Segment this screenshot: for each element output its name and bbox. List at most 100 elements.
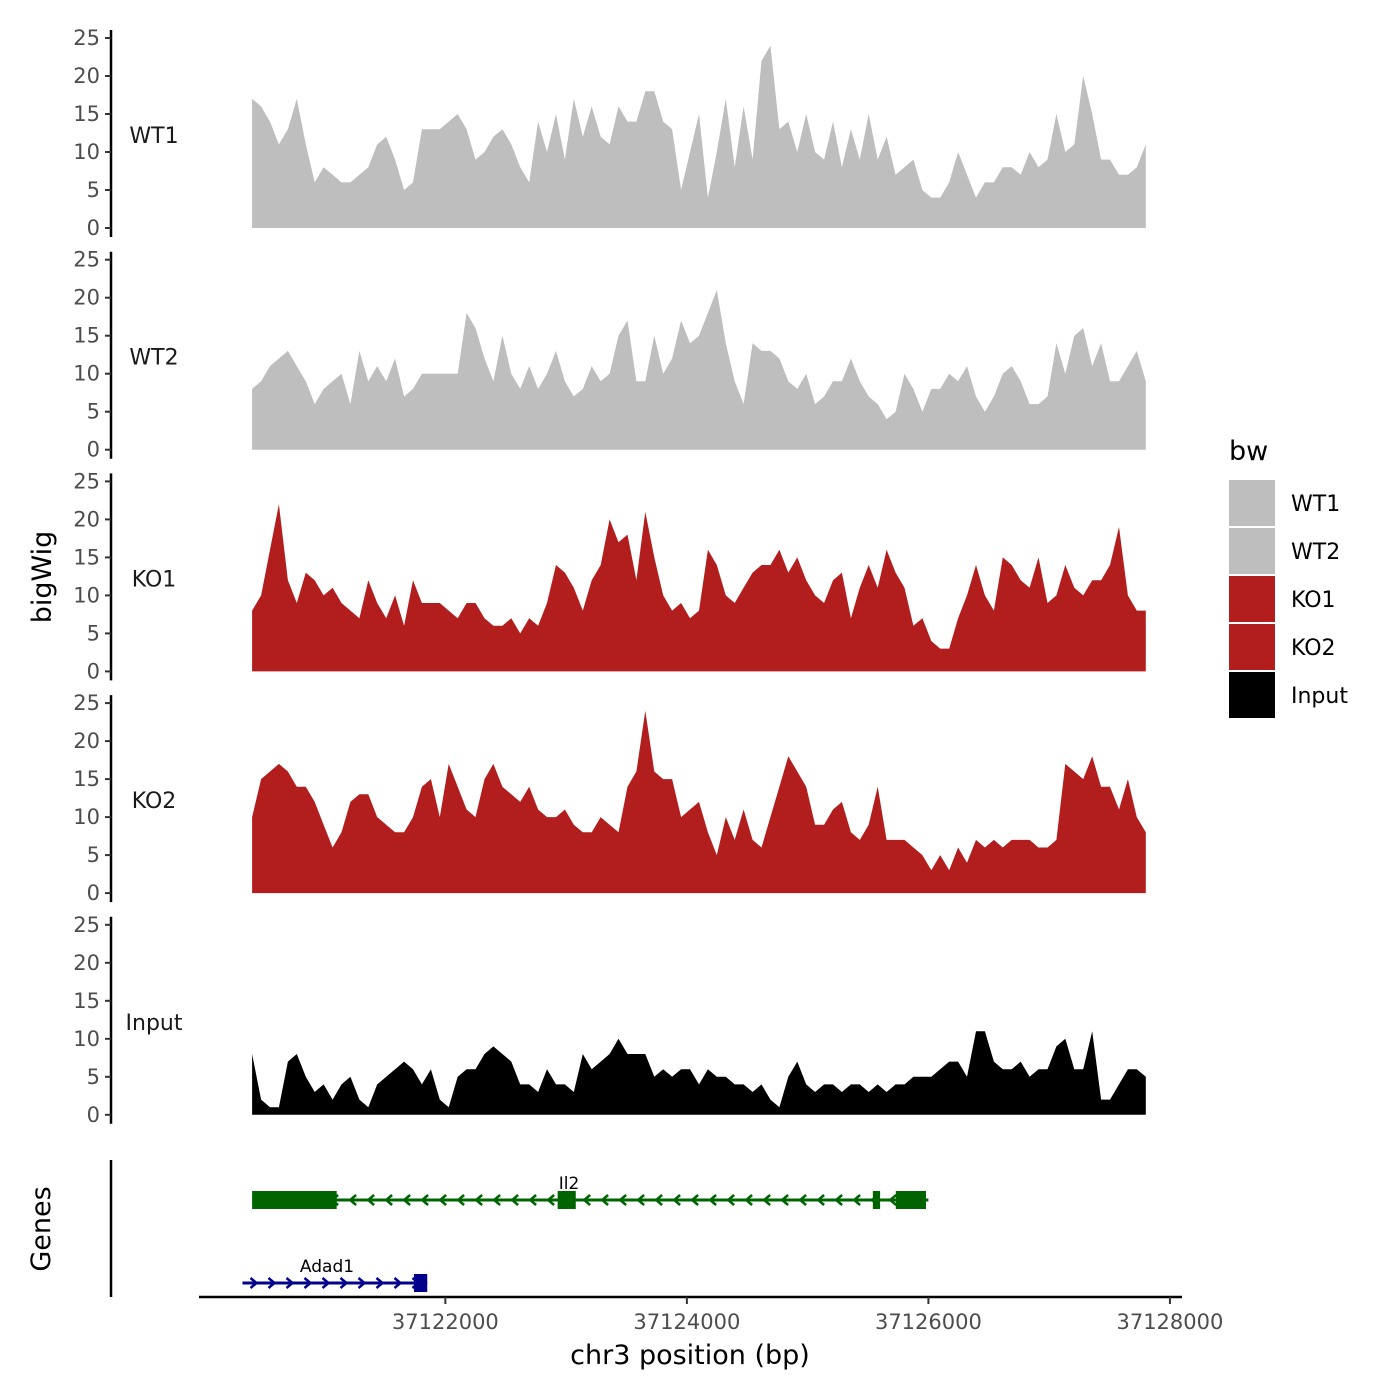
strand-arrow: [492, 1194, 501, 1206]
strand-arrow: [285, 1277, 295, 1289]
track-wt2: 0 5 10 15 20 25 WT2: [73, 248, 1146, 462]
strand-arrow: [636, 1194, 645, 1206]
legend-swatch-ko2: [1229, 624, 1275, 670]
y-tick-label: 20: [73, 64, 100, 88]
legend-label-wt2: WT2: [1291, 540, 1340, 565]
y-tick-label: 20: [73, 507, 100, 531]
legend-swatch-wt1: [1229, 480, 1275, 526]
y-axis-title: bigWig: [27, 531, 58, 624]
track-label: KO2: [132, 789, 177, 814]
strand-arrow: [456, 1194, 465, 1206]
y-tick-label: 0: [87, 1103, 100, 1127]
strand-arrow: [420, 1194, 429, 1206]
y-tick-label: 0: [87, 881, 100, 905]
x-tick-label: 37128000: [1116, 1310, 1223, 1334]
y-tick-label: 5: [87, 178, 100, 202]
area-wt2: [252, 290, 1146, 450]
track-wt1: 0 5 10 15 20 25 WT1: [73, 26, 1146, 240]
strand-arrow: [249, 1277, 259, 1289]
strand-arrow: [375, 1277, 385, 1289]
x-tick-label: 37124000: [633, 1310, 740, 1334]
gene-il2: Il2: [252, 1174, 929, 1209]
strand-arrow: [672, 1194, 681, 1206]
strand-arrow: [762, 1194, 771, 1206]
y-tick-label: 10: [73, 805, 100, 829]
x-axis: chr3 position (bp) 37122000 37124000 37126…: [199, 1295, 1223, 1371]
gene-label: Il2: [559, 1174, 580, 1194]
track-label: Input: [126, 1011, 183, 1036]
strand-arrow: [546, 1194, 555, 1206]
y-tick-label: 15: [73, 767, 100, 791]
y-tick-label: 5: [87, 843, 100, 867]
strand-arrow: [393, 1277, 403, 1289]
strand-arrow: [582, 1194, 591, 1206]
y-tick-label: 15: [73, 324, 100, 348]
legend: bw WT1 WT2 KO1 KO2 Input: [1229, 436, 1348, 718]
track-input: 0 5 10 15 20 25 Input: [73, 913, 1146, 1127]
exon: [413, 1274, 428, 1292]
strand-arrow: [528, 1194, 537, 1206]
legend-label-ko1: KO1: [1291, 588, 1336, 613]
strand-arrow: [321, 1277, 331, 1289]
strand-arrow: [339, 1277, 349, 1289]
legend-swatch-wt2: [1229, 528, 1275, 574]
track-ko1: 0 5 10 15 20 25 KO1: [73, 469, 1146, 683]
strand-arrow: [438, 1194, 447, 1206]
strand-arrow: [654, 1194, 663, 1206]
strand-arrow: [357, 1277, 367, 1289]
y-tick-label: 25: [73, 913, 100, 937]
strand-arrow: [708, 1194, 717, 1206]
y-tick-label: 10: [73, 1027, 100, 1051]
y-tick-label: 25: [73, 26, 100, 50]
strand-arrow: [510, 1194, 519, 1206]
strand-arrow: [744, 1194, 753, 1206]
strand-arrow: [600, 1194, 609, 1206]
legend-title: bw: [1229, 436, 1268, 467]
strand-arrow: [303, 1277, 313, 1289]
x-axis-title: chr3 position (bp): [570, 1340, 810, 1371]
strand-arrow: [348, 1194, 357, 1206]
genes-axis-title: Genes: [26, 1186, 57, 1271]
strand-arrow: [402, 1194, 411, 1206]
legend-label-input: Input: [1291, 684, 1348, 709]
y-tick-label: 15: [73, 989, 100, 1013]
y-tick-label: 20: [73, 729, 100, 753]
y-tick-label: 20: [73, 951, 100, 975]
y-tick-label: 10: [73, 362, 100, 386]
y-tick-label: 0: [87, 438, 100, 462]
track-ko2: 0 5 10 15 20 25 KO2: [73, 691, 1146, 905]
strand-arrow: [384, 1194, 393, 1206]
y-tick-label: 5: [87, 1065, 100, 1089]
exon: [557, 1191, 576, 1209]
strand-arrow: [834, 1194, 843, 1206]
y-tick-label: 25: [73, 691, 100, 715]
legend-swatch-ko1: [1229, 576, 1275, 622]
track-label: WT1: [129, 124, 178, 149]
track-label: KO1: [132, 567, 177, 592]
y-tick-label: 20: [73, 286, 100, 310]
strand-arrow: [366, 1194, 375, 1206]
legend-label-wt1: WT1: [1291, 492, 1340, 517]
area-ko1: [252, 504, 1146, 672]
y-tick-label: 10: [73, 583, 100, 607]
y-tick-label: 25: [73, 469, 100, 493]
y-tick-label: 0: [87, 216, 100, 240]
strand-arrow: [726, 1194, 735, 1206]
y-tick-label: 0: [87, 659, 100, 683]
area-ko2: [252, 710, 1146, 894]
exon: [252, 1191, 337, 1209]
area-wt1: [252, 45, 1146, 228]
strand-arrow: [888, 1194, 897, 1206]
y-tick-label: 5: [87, 400, 100, 424]
strand-arrow: [816, 1194, 825, 1206]
track-label: WT2: [129, 346, 178, 371]
strand-arrow: [267, 1277, 277, 1289]
legend-swatch-input: [1229, 672, 1275, 718]
x-tick-label: 37122000: [392, 1310, 499, 1334]
strand-arrow: [798, 1194, 807, 1206]
y-tick-label: 15: [73, 102, 100, 126]
strand-arrow: [618, 1194, 627, 1206]
genes-layer: Genes Il2 Adad1: [26, 1160, 929, 1297]
strand-arrow: [474, 1194, 483, 1206]
